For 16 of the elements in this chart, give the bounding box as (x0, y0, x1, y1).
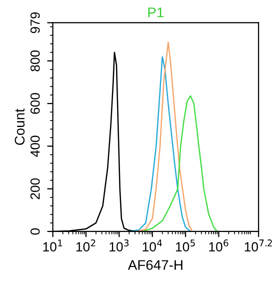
chart-title: P1 (148, 8, 164, 18)
x-axis-title: AF647-H (128, 260, 182, 270)
x-tick-label: 10$^{4}$ (142, 240, 162, 252)
y-tick-label: 0 (30, 228, 40, 235)
y-axis-title: Count (14, 108, 25, 145)
y-tick-label: 800 (30, 50, 40, 72)
x-tick-label: 10$^{1}$ (43, 240, 62, 252)
y-tick-label: 979 (30, 12, 40, 34)
x-tick-label: 10$^{7.2}$ (244, 239, 272, 252)
y-tick-label: 200 (30, 178, 40, 200)
x-tick-label: 10$^{5}$ (176, 240, 195, 252)
x-tick-label: 10$^{3}$ (110, 239, 129, 252)
y-tick-label: 400 (30, 136, 40, 157)
y-tick-label: 600 (30, 93, 40, 114)
x-tick-label: 10$^{2}$ (76, 239, 96, 252)
x-tick-label: 10$^{6}$ (209, 239, 228, 252)
